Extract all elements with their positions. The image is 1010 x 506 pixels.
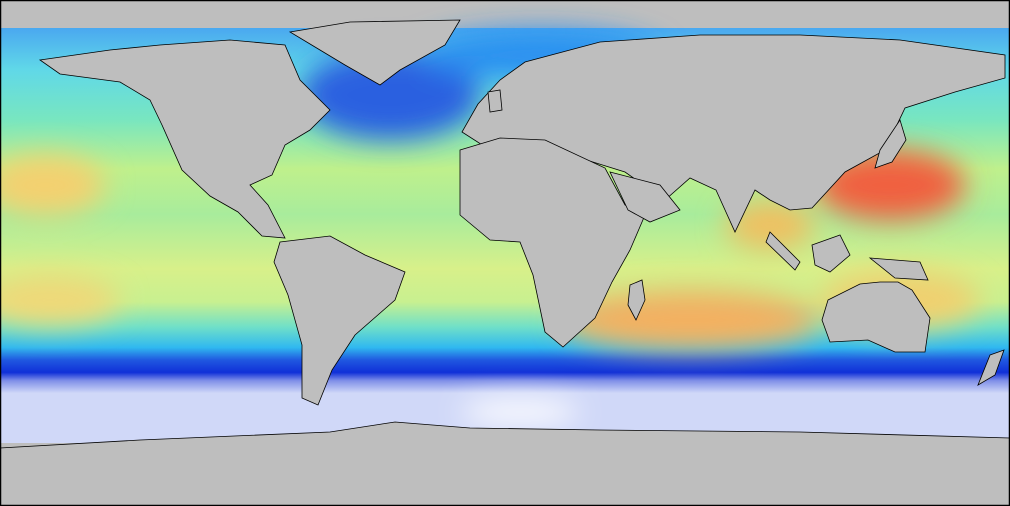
africa [459,137,646,348]
japan [874,119,907,169]
madagascar [627,279,646,321]
australia [821,281,931,353]
new-guinea [868,257,929,281]
south-america [273,235,406,406]
ocean-patches [0,30,980,424]
bay-of-bengal [725,200,815,250]
north-atlantic-low [300,50,480,140]
great-britain [487,89,503,113]
borneo [811,234,851,273]
antarctica [0,421,1010,506]
weddell-white [460,400,580,424]
north-america [38,39,331,239]
pacific-warm-north [0,155,105,215]
greenland [288,19,461,86]
continents [0,19,1010,506]
pacific-warm-south [0,275,120,325]
agulhas-high [560,290,820,350]
sumatra [765,231,801,271]
arabia [609,171,681,223]
new-zealand [977,349,1005,386]
